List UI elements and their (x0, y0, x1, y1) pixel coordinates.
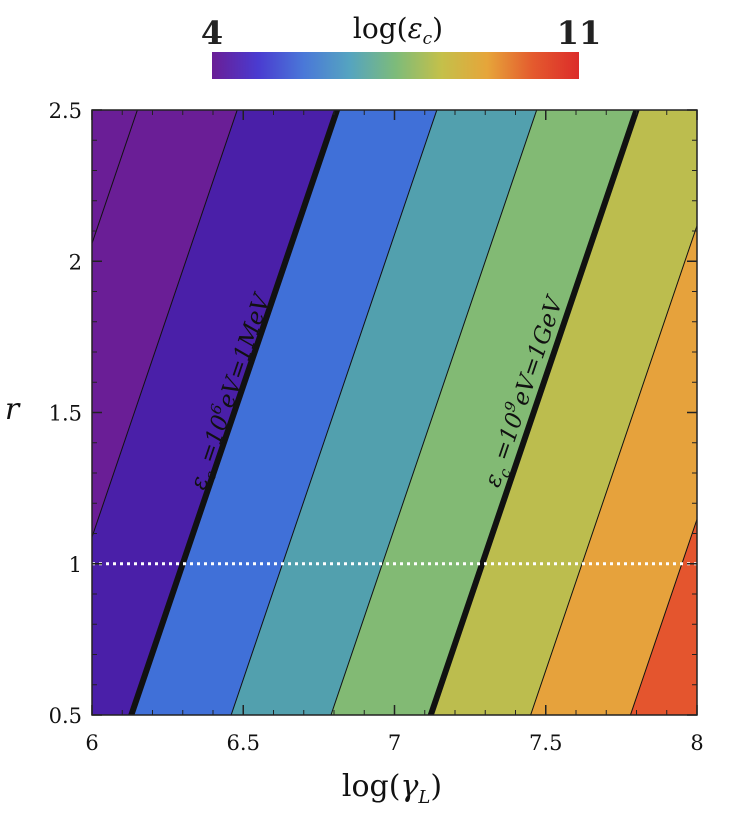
y-tick-label: 0.5 (49, 704, 82, 728)
x-axis-label: log(γL) (342, 769, 442, 808)
contour-line (629, 517, 697, 715)
contour-line-emphasis (427, 110, 640, 715)
colorbar-max-label: 11 (557, 14, 602, 52)
contour-line-emphasis (128, 110, 341, 715)
contour-band (231, 110, 537, 715)
contour-line (710, 50, 750, 776)
x-tick-label: 6.5 (227, 731, 260, 755)
colorbar-gradient (212, 52, 579, 79)
x-tick-label: 7.5 (529, 731, 562, 755)
colorbar-label: log(εc) (353, 12, 443, 49)
y-tick-label: 2.5 (49, 99, 82, 123)
contour-band (92, 110, 338, 715)
contour-line (92, 110, 138, 246)
x-tick-label: 6 (85, 731, 98, 755)
x-tick-label: 8 (690, 731, 703, 755)
contour-bands (92, 110, 697, 715)
contour-line (530, 224, 697, 715)
contour-line (92, 110, 238, 539)
contour-line (230, 110, 438, 715)
contour-band (430, 110, 697, 715)
y-axis-label: r (5, 392, 21, 427)
y-tick-label: 1 (69, 553, 82, 577)
contour-line (330, 110, 538, 715)
y-tick-label: 1.5 (49, 402, 82, 426)
plot-area (92, 50, 750, 776)
x-tick-label: 7 (388, 731, 401, 755)
colorbar: 4 11 log(εc) (201, 12, 601, 79)
colorbar-min-label: 4 (201, 14, 223, 52)
contour-lines (92, 50, 750, 776)
contour-band (131, 110, 437, 715)
axis-ticks: 6 6.5 7 7.5 8 0.5 1 1.5 2 2.5 (49, 99, 704, 755)
y-tick-label: 2 (69, 250, 82, 274)
